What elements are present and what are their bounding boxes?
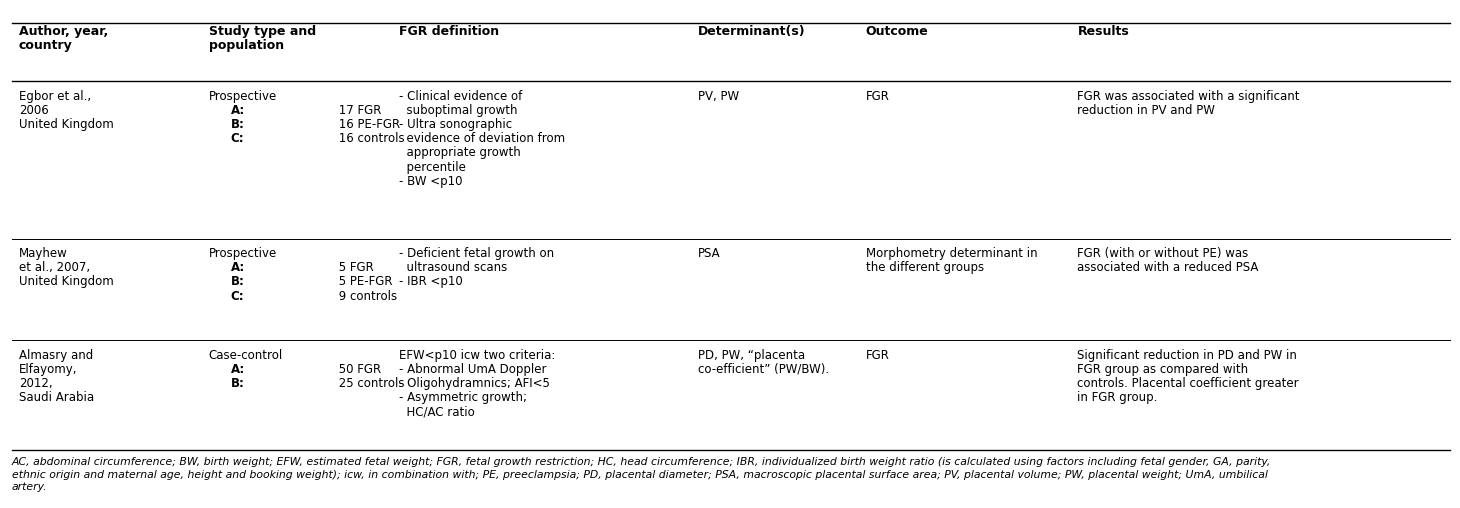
Text: FGR: FGR xyxy=(866,348,889,362)
Text: Prospective: Prospective xyxy=(209,89,277,103)
Text: Determinant(s): Determinant(s) xyxy=(698,25,806,39)
Text: in FGR group.: in FGR group. xyxy=(1077,391,1158,404)
Text: AC, abdominal circumference; BW, birth weight; EFW, estimated fetal weight; FGR,: AC, abdominal circumference; BW, birth w… xyxy=(12,457,1272,467)
Text: B:: B: xyxy=(231,275,245,289)
Text: 17 FGR: 17 FGR xyxy=(334,104,381,117)
Text: C:: C: xyxy=(231,132,244,145)
Text: 9 controls: 9 controls xyxy=(334,290,397,303)
Text: PD, PW, “placenta: PD, PW, “placenta xyxy=(698,348,804,362)
Text: 25 controls: 25 controls xyxy=(334,377,404,390)
Text: 16 controls: 16 controls xyxy=(334,132,404,145)
Text: co-efficient” (PW/BW).: co-efficient” (PW/BW). xyxy=(698,363,829,376)
Text: A:: A: xyxy=(231,104,245,117)
Text: FGR (with or without PE) was: FGR (with or without PE) was xyxy=(1077,247,1248,260)
Text: Mayhew: Mayhew xyxy=(19,247,67,260)
Text: B:: B: xyxy=(231,118,245,131)
Text: 2012,: 2012, xyxy=(19,377,53,390)
Text: 5 PE-FGR: 5 PE-FGR xyxy=(334,275,393,289)
Text: FGR was associated with a significant: FGR was associated with a significant xyxy=(1077,89,1299,103)
Text: the different groups: the different groups xyxy=(866,261,984,274)
Text: - Abnormal UmA Doppler: - Abnormal UmA Doppler xyxy=(399,363,546,376)
Text: country: country xyxy=(19,39,73,52)
Text: ethnic origin and maternal age, height and booking weight); icw, in combination : ethnic origin and maternal age, height a… xyxy=(12,470,1267,480)
Text: HC/AC ratio: HC/AC ratio xyxy=(399,405,474,419)
Text: 16 PE-FGR: 16 PE-FGR xyxy=(334,118,400,131)
Text: reduction in PV and PW: reduction in PV and PW xyxy=(1077,104,1215,117)
Text: Results: Results xyxy=(1077,25,1129,39)
Text: et al., 2007,: et al., 2007, xyxy=(19,261,91,274)
Text: United Kingdom: United Kingdom xyxy=(19,275,114,289)
Text: appropriate growth: appropriate growth xyxy=(399,146,520,160)
Text: Morphometry determinant in: Morphometry determinant in xyxy=(866,247,1038,260)
Text: Case-control: Case-control xyxy=(209,348,283,362)
Text: Outcome: Outcome xyxy=(866,25,929,39)
Text: - Oligohydramnics; AFI<5: - Oligohydramnics; AFI<5 xyxy=(399,377,549,390)
Text: Elfayomy,: Elfayomy, xyxy=(19,363,77,376)
Text: FGR group as compared with: FGR group as compared with xyxy=(1077,363,1248,376)
Text: Egbor et al.,: Egbor et al., xyxy=(19,89,91,103)
Text: - IBR <p10: - IBR <p10 xyxy=(399,275,463,289)
Text: PV, PW: PV, PW xyxy=(698,89,739,103)
Text: A:: A: xyxy=(231,261,245,274)
Text: United Kingdom: United Kingdom xyxy=(19,118,114,131)
Text: 2006: 2006 xyxy=(19,104,48,117)
Text: suboptimal growth: suboptimal growth xyxy=(399,104,517,117)
Text: Author, year,: Author, year, xyxy=(19,25,108,39)
Text: FGR definition: FGR definition xyxy=(399,25,499,39)
Text: PSA: PSA xyxy=(698,247,720,260)
Text: EFW<p10 icw two criteria:: EFW<p10 icw two criteria: xyxy=(399,348,555,362)
Text: controls. Placental coefficient greater: controls. Placental coefficient greater xyxy=(1077,377,1299,390)
Text: - Deficient fetal growth on: - Deficient fetal growth on xyxy=(399,247,553,260)
Text: Study type and: Study type and xyxy=(209,25,315,39)
Text: Prospective: Prospective xyxy=(209,247,277,260)
Text: population: population xyxy=(209,39,283,52)
Text: 5 FGR: 5 FGR xyxy=(334,261,374,274)
Text: Almasry and: Almasry and xyxy=(19,348,93,362)
Text: - Asymmetric growth;: - Asymmetric growth; xyxy=(399,391,527,404)
Text: FGR: FGR xyxy=(866,89,889,103)
Text: evidence of deviation from: evidence of deviation from xyxy=(399,132,565,145)
Text: Saudi Arabia: Saudi Arabia xyxy=(19,391,93,404)
Text: percentile: percentile xyxy=(399,161,466,174)
Text: ultrasound scans: ultrasound scans xyxy=(399,261,507,274)
Text: - Clinical evidence of: - Clinical evidence of xyxy=(399,89,521,103)
Text: A:: A: xyxy=(231,363,245,376)
Text: B:: B: xyxy=(231,377,245,390)
Text: 50 FGR: 50 FGR xyxy=(334,363,381,376)
Text: Significant reduction in PD and PW in: Significant reduction in PD and PW in xyxy=(1077,348,1298,362)
Text: associated with a reduced PSA: associated with a reduced PSA xyxy=(1077,261,1259,274)
Text: - Ultra sonographic: - Ultra sonographic xyxy=(399,118,511,131)
Text: artery.: artery. xyxy=(12,482,47,492)
Text: C:: C: xyxy=(231,290,244,303)
Text: - BW <p10: - BW <p10 xyxy=(399,175,461,188)
